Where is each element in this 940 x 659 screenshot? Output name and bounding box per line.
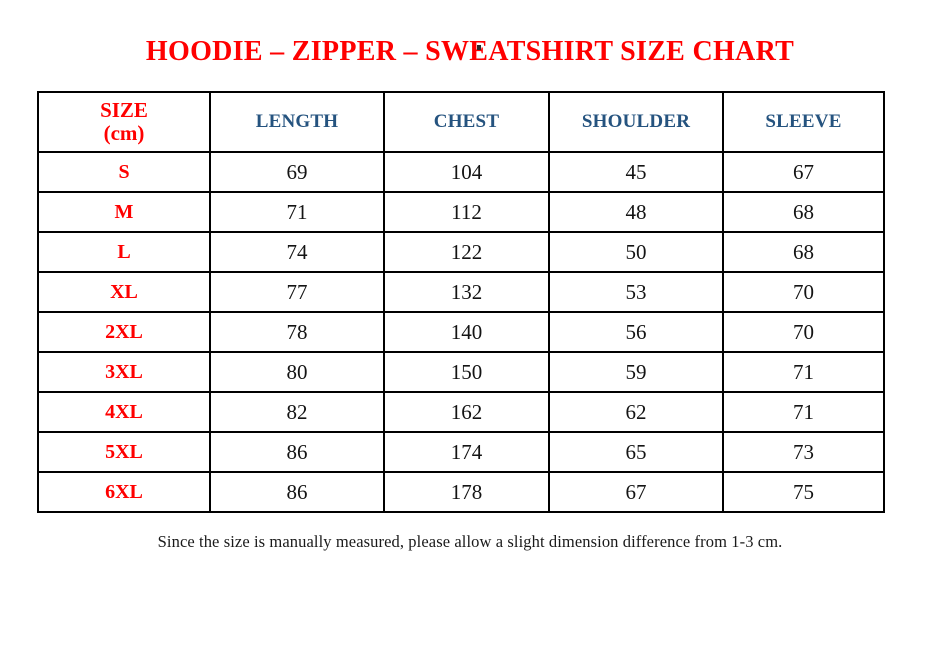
measurement-value: 132: [383, 271, 550, 314]
measurement-value: 78: [209, 311, 385, 354]
measurement-value: 69: [209, 151, 385, 194]
measurement-value: 62: [548, 391, 724, 434]
measurement-value: 71: [722, 391, 885, 434]
table-row: 4XL 82 162 62 71: [37, 391, 885, 434]
size-label: XL: [37, 271, 211, 314]
measurement-footnote: Since the size is manually measured, ple…: [157, 532, 783, 552]
measurement-value: 53: [548, 271, 724, 314]
measurement-value: 77: [209, 271, 385, 314]
table-row: S 69 104 45 67: [37, 151, 885, 194]
measurement-value: 48: [548, 191, 724, 234]
measurement-value: 59: [548, 351, 724, 394]
measurement-value: 82: [209, 391, 385, 434]
size-label: M: [37, 191, 211, 234]
size-label: 5XL: [37, 431, 211, 474]
measurement-value: 150: [383, 351, 550, 394]
header-size: SIZE (cm): [37, 91, 211, 154]
measurement-value: 68: [722, 191, 885, 234]
header-size-line1: SIZE: [100, 98, 148, 123]
header-size-line2: (cm): [103, 121, 145, 146]
size-label: 3XL: [37, 351, 211, 394]
header-shoulder: SHOULDER: [548, 91, 724, 154]
size-label: 6XL: [37, 471, 211, 514]
measurement-value: 140: [383, 311, 550, 354]
measurement-value: 71: [209, 191, 385, 234]
header-length: LENGTH: [209, 91, 385, 154]
size-label: L: [37, 231, 211, 274]
size-label: 4XL: [37, 391, 211, 434]
measurement-value: 73: [722, 431, 885, 474]
measurement-value: 56: [548, 311, 724, 354]
measurement-value: 71: [722, 351, 885, 394]
measurement-value: 80: [209, 351, 385, 394]
measurement-value: 162: [383, 391, 550, 434]
measurement-value: 68: [722, 231, 885, 274]
measurement-value: 86: [209, 431, 385, 474]
table-row: XL 77 132 53 70: [37, 271, 885, 314]
measurement-value: 104: [383, 151, 550, 194]
measurement-value: 45: [548, 151, 724, 194]
measurement-value: 122: [383, 231, 550, 274]
measurement-value: 74: [209, 231, 385, 274]
measurement-value: 112: [383, 191, 550, 234]
size-table-body: S 69 104 45 67 M 71 112 48 68 L 74 122 50 68 XL 77 132 53 7…: [37, 151, 885, 514]
measurement-value: 178: [383, 471, 550, 514]
size-label: 2XL: [37, 311, 211, 354]
page-title: HOODIE – ZIPPER – SWEATSHIRT SIZE CHART: [145, 36, 795, 67]
size-label: S: [37, 151, 211, 194]
measurement-value: 75: [722, 471, 885, 514]
header-sleeve: SLEEVE: [722, 91, 885, 154]
table-row: M 71 112 48 68: [37, 191, 885, 234]
measurement-value: 174: [383, 431, 550, 474]
measurement-value: 50: [548, 231, 724, 274]
size-chart-table: SIZE (cm) LENGTH CHEST SHOULDER SLEEVE S…: [37, 91, 885, 514]
measurement-value: 70: [722, 311, 885, 354]
table-row: 3XL 80 150 59 71: [37, 351, 885, 394]
measurement-value: 70: [722, 271, 885, 314]
table-row: 2XL 78 140 56 70: [37, 311, 885, 354]
header-chest: CHEST: [383, 91, 550, 154]
table-row: 6XL 86 178 67 75: [37, 471, 885, 514]
tiny-dot-artifact: [477, 45, 481, 50]
table-row: 5XL 86 174 65 73: [37, 431, 885, 474]
measurement-value: 67: [722, 151, 885, 194]
measurement-value: 67: [548, 471, 724, 514]
measurement-value: 65: [548, 431, 724, 474]
measurement-value: 86: [209, 471, 385, 514]
table-row: L 74 122 50 68: [37, 231, 885, 274]
table-header-row: SIZE (cm) LENGTH CHEST SHOULDER SLEEVE: [37, 91, 885, 154]
